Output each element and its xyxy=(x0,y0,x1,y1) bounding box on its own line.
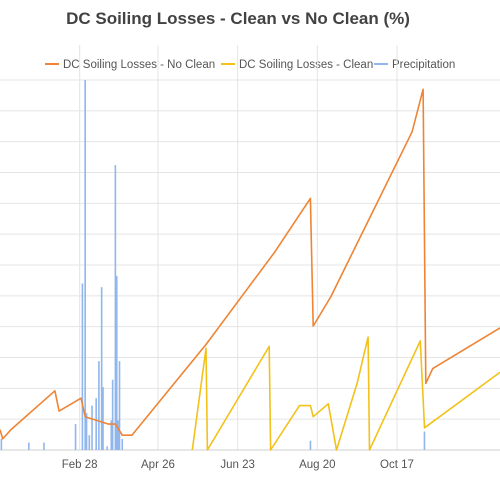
x-tick-label: Aug 20 xyxy=(299,459,335,471)
precipitation-bar xyxy=(423,431,426,450)
legend-label: Precipitation xyxy=(392,59,455,71)
precipitation-bar xyxy=(110,420,113,450)
precipitation-bar xyxy=(84,80,86,450)
precipitation-bar xyxy=(81,283,84,450)
x-tick-label: Oct 17 xyxy=(380,459,414,471)
x-tick-label: Jun 23 xyxy=(220,459,255,471)
x-axis-ticks: Feb 28 Apr 26 Jun 23 Aug 20 Oct 17 xyxy=(62,459,414,471)
chart-title: DC Soiling Losses - Clean vs No Clean (%… xyxy=(66,9,410,28)
precipitation-bar xyxy=(118,361,121,450)
legend-label: DC Soiling Losses - No Clean xyxy=(63,59,215,71)
gridlines xyxy=(0,45,500,451)
x-tick-label: Apr 26 xyxy=(141,459,175,471)
legend-label: DC Soiling Losses - Clean xyxy=(239,59,373,71)
precipitation-bar xyxy=(88,435,91,450)
precipitation-bar xyxy=(106,446,108,450)
precipitation-bar xyxy=(43,442,45,450)
precipitation-bar xyxy=(121,438,124,450)
precipitation-bar xyxy=(95,398,97,450)
precipitation-bars xyxy=(0,80,426,450)
legend: DC Soiling Losses - No Clean DC Soiling L… xyxy=(45,59,455,71)
precipitation-bar xyxy=(114,165,117,450)
precipitation-bar xyxy=(74,424,77,450)
precipitation-bar xyxy=(100,287,103,450)
precipitation-bar xyxy=(28,442,30,450)
precipitation-bar xyxy=(0,438,3,450)
legend-item[interactable]: DC Soiling Losses - No Clean xyxy=(45,59,215,71)
precipitation-bar xyxy=(102,387,104,450)
series-line-no-clean xyxy=(0,88,500,440)
legend-item[interactable]: DC Soiling Losses - Clean xyxy=(221,59,373,71)
precipitation-bar xyxy=(111,379,114,450)
series-line-clean xyxy=(191,336,500,451)
legend-item[interactable]: Precipitation xyxy=(374,59,455,71)
series-lines xyxy=(0,88,500,451)
precipitation-bar xyxy=(98,361,100,450)
precipitation-bar xyxy=(309,440,312,450)
precipitation-bar xyxy=(91,405,93,450)
precipitation-bar xyxy=(117,420,119,450)
precipitation-bar xyxy=(115,276,118,450)
x-tick-label: Feb 28 xyxy=(62,459,98,471)
precipitation-bar xyxy=(85,413,88,450)
